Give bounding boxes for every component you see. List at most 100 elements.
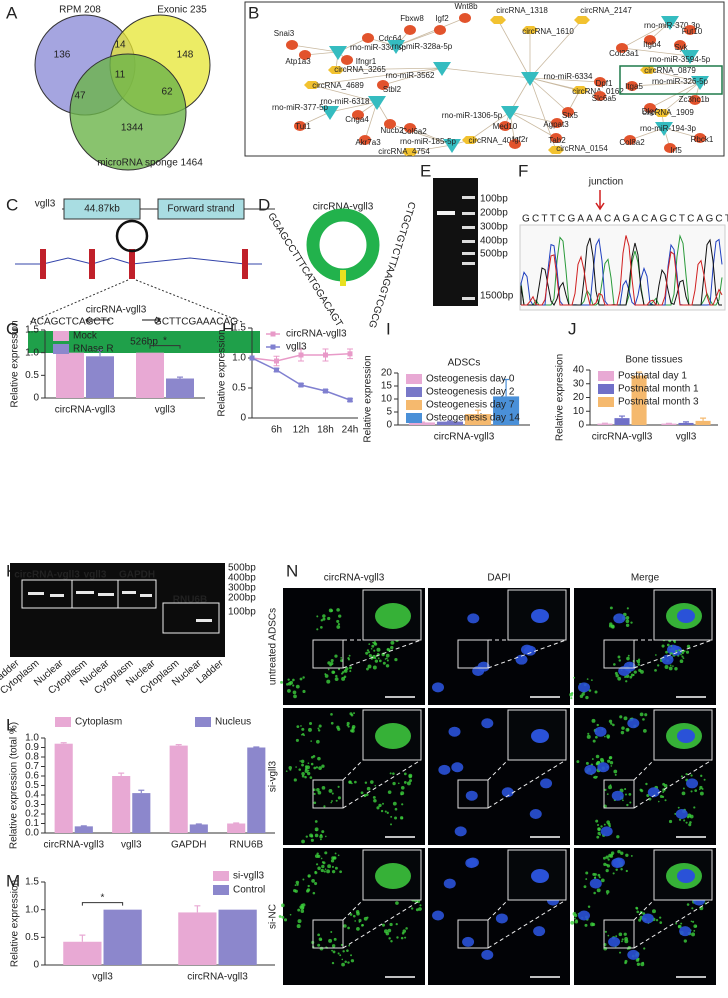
- roi-box: [457, 919, 489, 949]
- green-signal: [628, 793, 632, 796]
- inset-nucleus: [677, 609, 695, 623]
- error-bar: [322, 389, 329, 393]
- green-signal: [666, 643, 670, 647]
- legend-swatch: [270, 344, 276, 350]
- legend-swatch: [406, 374, 422, 384]
- bar: [465, 414, 492, 425]
- green-signal: [618, 932, 623, 937]
- x-tick-label: circRNA-vgll3: [434, 432, 495, 443]
- green-signal: [387, 790, 392, 794]
- error-bar: [273, 355, 280, 367]
- node-label: Slc6a5: [592, 94, 617, 103]
- gel-band: [98, 593, 114, 596]
- gel-band: [437, 211, 455, 215]
- green-signal: [293, 778, 297, 782]
- circrna-node: [654, 109, 670, 117]
- green-signal: [595, 819, 599, 823]
- x-tick-label: circRNA-vgll3: [43, 840, 104, 851]
- legend-label: vgll3: [286, 342, 307, 353]
- legend-swatch: [195, 717, 211, 727]
- green-signal: [300, 759, 305, 764]
- green-signal: [292, 678, 295, 682]
- green-signal: [292, 690, 297, 695]
- green-signal: [295, 684, 300, 689]
- green-signal: [373, 642, 378, 646]
- green-signal: [603, 823, 606, 826]
- network-edge: [311, 84, 378, 103]
- node-label: circRNA_4689: [312, 81, 364, 90]
- roi-box: [312, 919, 344, 949]
- green-signal: [378, 803, 382, 808]
- node-label: Nucb2: [380, 126, 404, 135]
- green-signal: [372, 641, 374, 644]
- green-signal: [313, 801, 317, 805]
- network-edge: [631, 81, 701, 87]
- green-signal: [310, 755, 314, 759]
- gene-node: [299, 50, 311, 60]
- green-signal: [320, 619, 324, 622]
- green-signal: [336, 725, 340, 729]
- green-signal: [354, 780, 357, 784]
- green-signal: [321, 864, 325, 869]
- node-label: Tab2: [548, 136, 566, 145]
- circ-loop: [115, 219, 149, 253]
- green-signal: [593, 891, 596, 895]
- green-signal: [604, 788, 607, 791]
- error-bar: [636, 371, 643, 376]
- nucleus: [501, 787, 514, 798]
- nucleus: [540, 778, 553, 789]
- node-label: Akr7a3: [355, 138, 381, 147]
- green-signal: [699, 785, 703, 790]
- network-edge: [497, 19, 531, 79]
- green-signal: [607, 736, 610, 739]
- node-label: rno-miR-1306-5p: [442, 111, 503, 120]
- gene-name: vgll3: [35, 199, 56, 210]
- green-signal: [330, 859, 335, 863]
- product-bar: [28, 331, 260, 353]
- gene-node: [624, 135, 636, 145]
- green-signal: [629, 675, 633, 679]
- green-signal: [668, 819, 673, 824]
- green-signal: [403, 772, 407, 776]
- y-axis-label: Relative expression (total %): [9, 722, 20, 849]
- node-label: Cdc64: [378, 34, 402, 43]
- y-tick-label: 0.7: [25, 761, 39, 772]
- green-signal: [285, 770, 288, 772]
- green-signal: [637, 658, 641, 661]
- green-signal: [386, 659, 389, 662]
- green-signal: [306, 888, 311, 892]
- green-signal: [670, 645, 673, 647]
- node-label: Stx5: [562, 111, 579, 120]
- green-signal: [312, 891, 316, 895]
- y-tick-label: 0.8: [25, 752, 39, 763]
- green-signal: [306, 771, 311, 776]
- series-line: [251, 357, 351, 401]
- green-signal: [301, 903, 306, 907]
- green-signal: [603, 862, 607, 867]
- green-signal: [301, 732, 305, 736]
- highlight-box: [619, 65, 723, 95]
- green-signal: [680, 653, 682, 656]
- green-signal: [320, 626, 323, 629]
- network-edge: [663, 127, 701, 139]
- panel-label: G: [6, 319, 19, 338]
- green-signal: [640, 962, 645, 967]
- legend-swatch: [53, 344, 69, 354]
- node-label: rno-miR-330-5p: [350, 43, 407, 52]
- network-edge: [364, 101, 378, 141]
- green-signal: [655, 654, 657, 656]
- green-signal: [365, 651, 369, 655]
- legend-swatch: [53, 331, 69, 341]
- circrna-node: [522, 26, 538, 34]
- green-signal: [596, 723, 599, 727]
- roi-box: [603, 919, 635, 949]
- green-signal: [278, 915, 282, 918]
- network-edge: [509, 111, 557, 139]
- y-tick-label: 1.0: [25, 733, 39, 744]
- green-signal: [623, 932, 627, 936]
- green-signal: [608, 785, 613, 790]
- green-signal: [300, 909, 305, 913]
- venn-count: 136: [54, 50, 71, 61]
- nucleus: [675, 808, 688, 819]
- green-signal: [627, 654, 630, 657]
